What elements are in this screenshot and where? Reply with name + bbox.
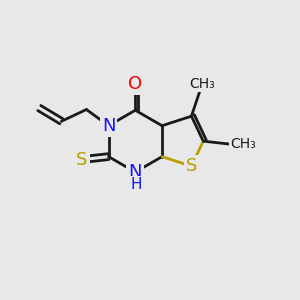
Text: H: H — [131, 177, 142, 192]
Text: S: S — [186, 157, 197, 175]
Text: O: O — [128, 75, 142, 93]
Text: N: N — [128, 163, 142, 181]
Text: CH₃: CH₃ — [230, 137, 256, 151]
Text: N: N — [102, 117, 115, 135]
Text: CH₃: CH₃ — [189, 77, 214, 92]
Text: S: S — [76, 151, 88, 169]
